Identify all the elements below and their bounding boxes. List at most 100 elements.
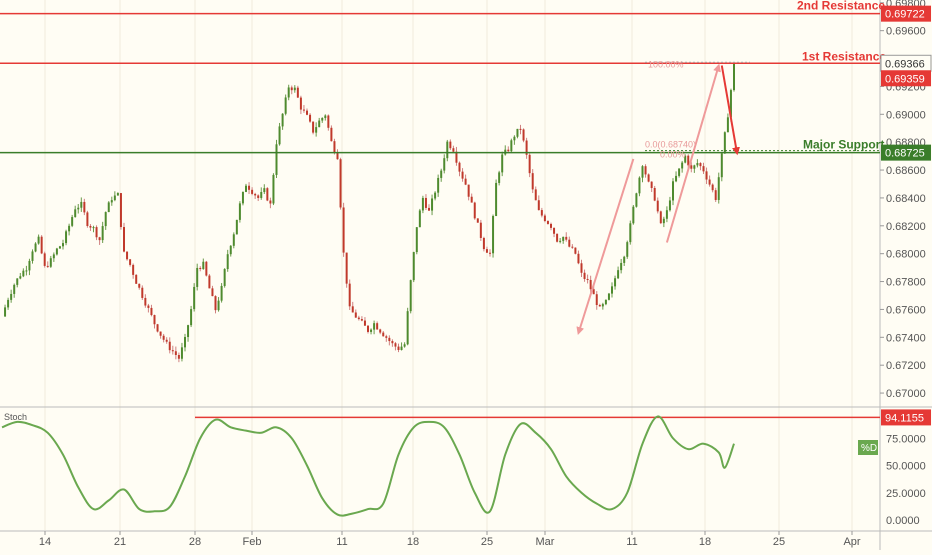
candle xyxy=(4,304,7,317)
candle xyxy=(513,135,516,145)
candle xyxy=(309,113,312,123)
candle-body xyxy=(19,276,22,279)
major-support-text: Major Support xyxy=(803,138,884,152)
date-tick-label: 21 xyxy=(114,536,126,548)
candle-body xyxy=(232,234,235,246)
candle xyxy=(531,169,534,194)
candle-body xyxy=(321,118,324,121)
candle xyxy=(58,245,61,249)
candle-body xyxy=(49,258,52,267)
candle-body xyxy=(80,201,83,208)
candle-body xyxy=(586,278,589,280)
candle-body xyxy=(556,233,559,242)
candle-body xyxy=(132,264,135,275)
candle xyxy=(330,125,333,142)
candle-body xyxy=(537,200,540,211)
candle-body xyxy=(388,337,391,342)
candle xyxy=(510,138,513,154)
stoch-tick-label: 25.0000 xyxy=(886,488,926,500)
candle-body xyxy=(245,185,247,192)
candle xyxy=(498,170,501,186)
candle xyxy=(113,191,116,202)
candle xyxy=(696,159,699,168)
candle xyxy=(147,303,150,313)
candle-body xyxy=(226,254,229,270)
candle-body xyxy=(77,207,80,210)
candle xyxy=(214,295,217,314)
candle xyxy=(266,187,269,202)
candle xyxy=(217,297,220,312)
candle xyxy=(458,161,461,177)
candle-body xyxy=(241,191,244,204)
candle-body xyxy=(238,203,241,220)
candle-body xyxy=(705,171,708,180)
candle xyxy=(238,201,241,223)
candle-body xyxy=(162,335,165,340)
swing-arrow xyxy=(665,63,721,243)
date-tick-label: Apr xyxy=(843,536,860,548)
candle-body xyxy=(83,201,86,213)
candle-body xyxy=(98,237,101,241)
candle xyxy=(284,94,287,116)
candle-body xyxy=(632,206,635,224)
candle xyxy=(257,194,260,202)
candle-body xyxy=(574,247,577,254)
major-support-badge xyxy=(881,144,931,161)
candle-body xyxy=(68,225,71,232)
candle xyxy=(470,193,473,203)
candle xyxy=(580,259,583,278)
candle-body xyxy=(284,97,287,114)
candle-body xyxy=(498,172,501,183)
candle-body xyxy=(214,296,217,311)
date-tick-label: Feb xyxy=(243,536,262,548)
candle xyxy=(431,194,434,216)
candle-body xyxy=(550,223,552,228)
candle-body xyxy=(595,294,598,305)
candle xyxy=(537,195,540,211)
candle-body xyxy=(144,297,147,306)
candle xyxy=(281,113,284,130)
candle-body xyxy=(467,184,470,197)
candle xyxy=(559,238,562,244)
candle-body xyxy=(583,272,586,279)
candle xyxy=(607,292,610,301)
candle xyxy=(705,167,708,185)
candle-body xyxy=(513,136,516,141)
candle xyxy=(702,162,705,174)
candle-body xyxy=(672,181,674,201)
candle xyxy=(443,154,446,174)
candle xyxy=(553,227,556,238)
price-tick-label: 0.69600 xyxy=(886,26,926,38)
candle xyxy=(13,283,16,298)
candle xyxy=(693,164,696,173)
candle xyxy=(434,191,437,201)
candle-body xyxy=(37,236,40,244)
candle xyxy=(568,236,571,248)
candle-body xyxy=(351,306,354,313)
candle-body xyxy=(501,154,504,173)
candle xyxy=(415,227,418,255)
candle xyxy=(193,283,196,312)
candle-body xyxy=(287,87,290,98)
candle xyxy=(104,211,107,230)
fib-0-pct-label: 0.00% xyxy=(660,150,686,160)
candle-body xyxy=(623,256,626,263)
first-resistance-price: 0.69366 xyxy=(885,58,925,70)
second-resistance-price: 0.69722 xyxy=(885,9,925,21)
swing-arrow xyxy=(576,158,635,336)
candle-body xyxy=(665,210,668,219)
candle xyxy=(519,124,522,135)
candle xyxy=(543,213,546,223)
candle-body xyxy=(409,280,412,312)
candle xyxy=(733,63,735,92)
candle-body xyxy=(726,117,729,133)
candle xyxy=(74,205,77,218)
candles xyxy=(4,63,735,363)
candle xyxy=(226,249,229,272)
candle-body xyxy=(165,339,168,342)
candle xyxy=(116,192,119,196)
candle-body xyxy=(559,240,562,242)
